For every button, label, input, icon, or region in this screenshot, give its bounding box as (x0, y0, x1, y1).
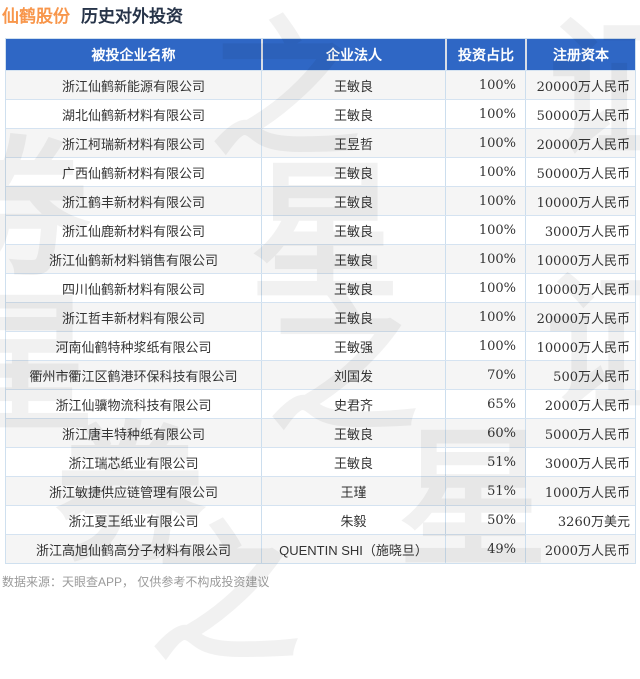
table-row: 浙江瑞芯纸业有限公司 王敏良 51% 3000万人民币 (6, 447, 635, 476)
cell-registered-capital: 10000万人民币 (525, 187, 635, 215)
table-row: 浙江高旭仙鹤高分子材料有限公司 QUENTIN SHI（施晓旦） 49% 200… (6, 534, 635, 563)
table-row: 浙江夏王纸业有限公司 朱毅 50% 3260万美元 (6, 505, 635, 534)
table-row: 浙江柯瑞新材料有限公司 王昱哲 100% 20000万人民币 (6, 128, 635, 157)
cell-company-name: 浙江柯瑞新材料有限公司 (61, 136, 205, 152)
cell-registered-capital: 3000万人民币 (525, 448, 635, 476)
column-header-legal-person: 企业法人 (261, 39, 445, 70)
cell-registered-capital: 20000万人民币 (525, 71, 635, 99)
cell-legal-person: 王敏良 (261, 158, 445, 186)
cell-investment-ratio: 65% (445, 390, 525, 418)
cell-legal-person: 王敏良 (261, 71, 445, 99)
cell-registered-capital: 20000万人民币 (525, 129, 635, 157)
cell-company-name: 浙江仙鹿新材料有限公司 (61, 223, 205, 239)
cell-company-name: 浙江仙鹤新材料销售有限公司 (48, 252, 218, 268)
cell-legal-person: 王敏良 (261, 245, 445, 273)
cell-company-name: 浙江哲丰新材料有限公司 (61, 310, 205, 326)
table-header-row: 被投企业名称 企业法人 投资占比 注册资本 (6, 39, 635, 70)
table-row: 浙江仙骥物流科技有限公司 史君齐 65% 2000万人民币 (6, 389, 635, 418)
cell-legal-person: 王瑾 (261, 477, 445, 505)
cell-legal-person: QUENTIN SHI（施晓旦） (261, 535, 445, 563)
table-row: 浙江哲丰新材料有限公司 王敏良 100% 20000万人民币 (6, 302, 635, 331)
cell-company-name: 四川仙鹤新材料有限公司 (61, 281, 205, 297)
cell-registered-capital: 3000万人民币 (525, 216, 635, 244)
cell-investment-ratio: 49% (445, 535, 525, 563)
cell-company-name: 浙江唐丰特种纸有限公司 (61, 426, 205, 442)
cell-legal-person: 王敏良 (261, 303, 445, 331)
cell-investment-ratio: 100% (445, 216, 525, 244)
cell-investment-ratio: 50% (445, 506, 525, 534)
cell-legal-person: 刘国发 (261, 361, 445, 389)
cell-company-name: 湖北仙鹤新材料有限公司 (61, 107, 205, 123)
cell-investment-ratio: 51% (445, 448, 525, 476)
cell-legal-person: 王敏良 (261, 448, 445, 476)
cell-investment-ratio: 100% (445, 245, 525, 273)
cell-registered-capital: 50000万人民币 (525, 100, 635, 128)
cell-company-name: 浙江高旭仙鹤高分子材料有限公司 (35, 542, 231, 558)
cell-investment-ratio: 100% (445, 332, 525, 360)
table-row: 四川仙鹤新材料有限公司 王敏良 100% 10000万人民币 (6, 273, 635, 302)
title-company-name: 仙鹤股份 (2, 7, 70, 26)
cell-registered-capital: 10000万人民币 (525, 245, 635, 273)
table-row: 浙江敏捷供应链管理有限公司 王瑾 51% 1000万人民币 (6, 476, 635, 505)
table-row: 浙江唐丰特种纸有限公司 王敏良 60% 5000万人民币 (6, 418, 635, 447)
cell-legal-person: 朱毅 (261, 506, 445, 534)
cell-company-name: 衢州市衢江区鹤港环保科技有限公司 (29, 368, 238, 384)
cell-registered-capital: 50000万人民币 (525, 158, 635, 186)
cell-legal-person: 王敏良 (261, 419, 445, 447)
cell-legal-person: 王敏良 (261, 100, 445, 128)
cell-company-name: 浙江鹤丰新材料有限公司 (61, 194, 205, 210)
table-row: 浙江仙鹿新材料有限公司 王敏良 100% 3000万人民币 (6, 215, 635, 244)
title-section-label: 历史对外投资 (81, 7, 183, 26)
cell-registered-capital: 1000万人民币 (525, 477, 635, 505)
cell-investment-ratio: 70% (445, 361, 525, 389)
column-header-company: 被投企业名称 (91, 46, 176, 63)
cell-registered-capital: 10000万人民币 (525, 332, 635, 360)
cell-registered-capital: 2000万人民币 (525, 535, 635, 563)
table-row: 湖北仙鹤新材料有限公司 王敏良 100% 50000万人民币 (6, 99, 635, 128)
table-body: 浙江仙鹤新能源有限公司 王敏良 100% 20000万人民币 湖北仙鹤新材料有限… (6, 70, 635, 563)
cell-legal-person: 王昱哲 (261, 129, 445, 157)
table-row: 广西仙鹤新材料有限公司 王敏良 100% 50000万人民币 (6, 157, 635, 186)
cell-investment-ratio: 100% (445, 129, 525, 157)
cell-company-name: 浙江敏捷供应链管理有限公司 (48, 484, 218, 500)
cell-company-name: 河南仙鹤特种浆纸有限公司 (55, 339, 212, 355)
cell-company-name: 广西仙鹤新材料有限公司 (61, 165, 205, 181)
cell-investment-ratio: 100% (445, 158, 525, 186)
cell-company-name: 浙江瑞芯纸业有限公司 (68, 455, 199, 471)
cell-registered-capital: 3260万美元 (525, 506, 635, 534)
data-source-note: 数据来源：天眼查APP， 仅供参考不构成投资建议 (2, 575, 270, 589)
column-header-ratio: 投资占比 (445, 39, 525, 70)
cell-registered-capital: 20000万人民币 (525, 303, 635, 331)
cell-legal-person: 王敏良 (261, 274, 445, 302)
cell-registered-capital: 10000万人民币 (525, 274, 635, 302)
cell-investment-ratio: 60% (445, 419, 525, 447)
cell-legal-person: 王敏强 (261, 332, 445, 360)
cell-company-name: 浙江夏王纸业有限公司 (68, 513, 199, 529)
table-row: 浙江仙鹤新材料销售有限公司 王敏良 100% 10000万人民币 (6, 244, 635, 273)
column-header-capital: 注册资本 (525, 39, 635, 70)
cell-legal-person: 王敏良 (261, 187, 445, 215)
cell-investment-ratio: 51% (445, 477, 525, 505)
table-row: 衢州市衢江区鹤港环保科技有限公司 刘国发 70% 500万人民币 (6, 360, 635, 389)
cell-registered-capital: 5000万人民币 (525, 419, 635, 447)
cell-legal-person: 王敏良 (261, 216, 445, 244)
cell-investment-ratio: 100% (445, 274, 525, 302)
table-row: 浙江鹤丰新材料有限公司 王敏良 100% 10000万人民币 (6, 186, 635, 215)
cell-investment-ratio: 100% (445, 303, 525, 331)
page-title: 仙鹤股份 历史对外投资 (0, 0, 640, 28)
cell-registered-capital: 500万人民币 (525, 361, 635, 389)
cell-investment-ratio: 100% (445, 100, 525, 128)
cell-investment-ratio: 100% (445, 71, 525, 99)
cell-company-name: 浙江仙骥物流科技有限公司 (55, 397, 212, 413)
investment-table: 被投企业名称 企业法人 投资占比 注册资本 浙江仙鹤新能源有限公司 王敏良 10… (5, 38, 636, 564)
cell-legal-person: 史君齐 (261, 390, 445, 418)
cell-company-name: 浙江仙鹤新能源有限公司 (61, 78, 205, 94)
cell-investment-ratio: 100% (445, 187, 525, 215)
table-row: 浙江仙鹤新能源有限公司 王敏良 100% 20000万人民币 (6, 70, 635, 99)
table-row: 河南仙鹤特种浆纸有限公司 王敏强 100% 10000万人民币 (6, 331, 635, 360)
cell-registered-capital: 2000万人民币 (525, 390, 635, 418)
